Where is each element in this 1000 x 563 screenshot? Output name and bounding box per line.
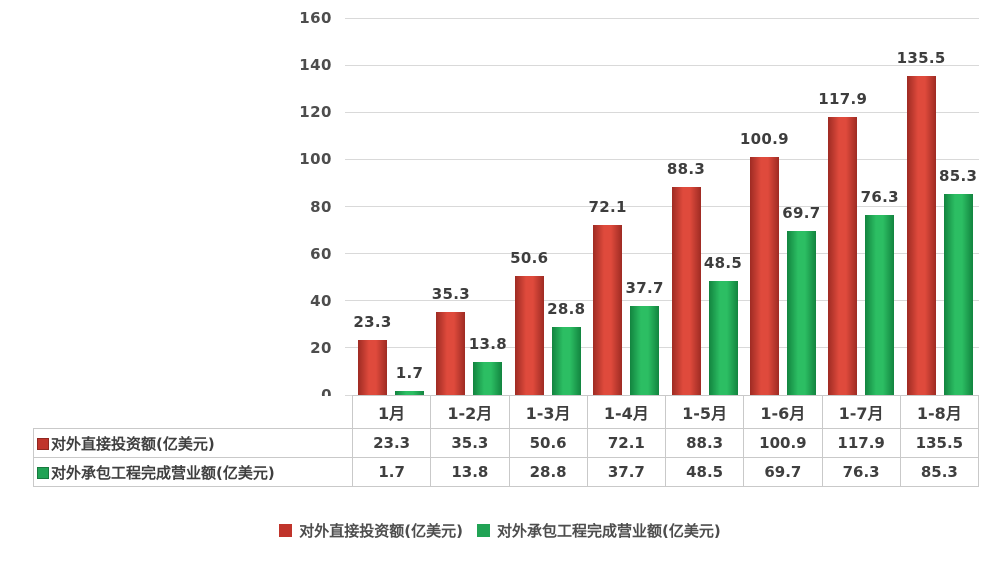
table-value-cell: 88.3 [664,428,745,458]
bar-series-1 [395,391,424,395]
table-value-cell: 37.7 [586,457,667,487]
bar-value-label: 48.5 [703,253,743,272]
table-header-cell: 1-6月 [743,395,823,429]
table-header-cell: 1-7月 [821,395,901,429]
y-tick-label: 160 [299,9,332,27]
bar-value-label: 69.7 [782,203,821,222]
y-tick-label: 40 [310,291,332,310]
plot-area: 23.3 35.3 50.6 72.1 88.3 100.9 117.9 135.5 1.7 13… [345,17,979,396]
gridline [345,253,979,255]
bar-series-1 [551,327,581,395]
bar-value-label: 117.9 [818,90,868,109]
series-marker-icon [37,466,49,479]
table-header-cell: 1月 [351,395,432,429]
bar-series-0 [514,275,544,395]
bar-value-label: 50.6 [510,248,549,267]
y-tick-label: 0 [278,386,332,404]
series-row-label: 对外直接投资额(亿美元) [33,428,353,458]
table-value-cell: 85.3 [899,457,980,487]
gridline [345,111,979,113]
bar-value-label: 85.3 [939,167,978,186]
bar-value-label: 135.5 [896,48,946,67]
bar-series-0 [593,225,623,395]
data-table-body: 1月 1-2月 1-3月 1-4月 1-5月 1-6月 1-7月 1-8月对外直接投资额(亿美… [33,395,980,487]
bar-series-0 [436,311,466,395]
table-header-cell: 1-2月 [430,395,510,429]
gridline [345,206,979,207]
table-value-cell: 35.3 [430,428,510,458]
gridline [345,17,979,19]
bar-value-label: 88.3 [666,159,706,178]
bar-series-1 [630,306,660,395]
bar-value-label: 37.7 [625,279,664,298]
table-value-cell: 69.7 [743,457,823,487]
bar-value-label: 28.8 [547,300,586,319]
bar-series-0 [749,157,779,395]
table-value-cell: 76.3 [821,457,901,487]
bar-series-1 [708,280,738,395]
bar-series-0 [671,186,701,395]
bar-series-0 [828,117,858,395]
bar-series-1 [786,230,816,395]
table-value-cell: 72.1 [586,428,667,458]
y-axis: 0 20 40 60 80 100 120 140 160 [278,0,332,420]
series-name: 对外承包工程完成营业额(亿美元) [51,463,275,482]
legend-item: 对外承包工程完成营业额(亿美元) [477,520,721,541]
bar-value-label: 76.3 [860,188,899,207]
legend-label: 对外直接投资额(亿美元) [299,521,463,540]
table-value-cell: 13.8 [430,457,510,487]
gridline [345,347,979,349]
legend-swatch-icon [279,523,293,537]
bar-value-label: 1.7 [395,364,424,382]
bar-value-label: 23.3 [353,313,392,332]
y-tick-label: 20 [310,338,332,357]
y-tick-label: 80 [310,197,332,216]
table-value-cell: 50.6 [508,428,588,458]
table-header-cell: 1-8月 [899,395,980,429]
table-corner-cell [33,395,353,429]
bar-series-0 [906,75,936,395]
bar-value-label: 35.3 [431,284,470,303]
bar-series-1 [865,215,895,395]
y-tick-label: 60 [310,244,332,263]
table-header-cell: 1-5月 [664,395,745,429]
bar-value-label: 100.9 [739,130,789,149]
bar-value-label: 13.8 [468,335,507,354]
table-header-cell: 1-4月 [586,395,667,429]
gridline [345,300,979,302]
bar-series-1 [473,362,503,395]
table-value-cell: 100.9 [743,428,823,458]
y-tick-label: 120 [299,103,332,122]
table-value-cell: 1.7 [351,457,432,487]
bar-value-label: 72.1 [588,198,627,217]
gridline [345,64,979,66]
legend-swatch-icon [477,523,490,537]
legend-item: 对外直接投资额(亿美元) [279,520,463,541]
bar-series-1 [943,194,973,395]
gridline [345,158,979,160]
data-table: 1月 1-2月 1-3月 1-4月 1-5月 1-6月 1-7月 1-8月对外直接投资额(亿美… [33,395,980,487]
series-row-label: 对外承包工程完成营业额(亿美元) [33,457,353,487]
table-value-cell: 48.5 [664,457,745,487]
y-tick-label: 140 [299,56,332,75]
table-value-cell: 28.8 [508,457,588,487]
table-value-cell: 23.3 [351,428,432,458]
chart-legend: 对外直接投资额(亿美元) 对外承包工程完成营业额(亿美元) [0,516,1000,544]
y-tick-label: 100 [299,150,332,169]
series-name: 对外直接投资额(亿美元) [51,434,215,453]
legend-label: 对外承包工程完成营业额(亿美元) [497,521,721,540]
series-marker-icon [37,437,49,450]
table-value-cell: 135.5 [899,428,980,458]
table-value-cell: 117.9 [821,428,901,458]
table-header-cell: 1-3月 [508,395,588,429]
bar-series-0 [358,340,387,395]
